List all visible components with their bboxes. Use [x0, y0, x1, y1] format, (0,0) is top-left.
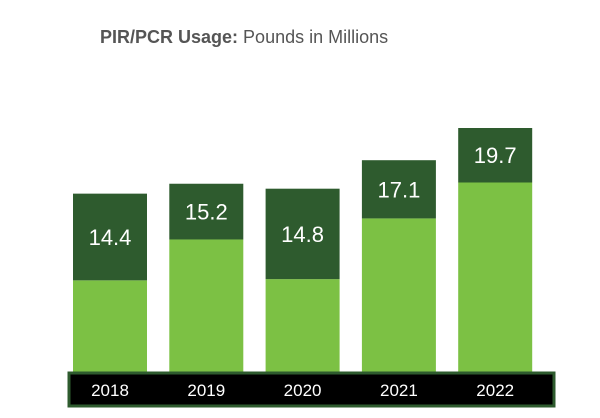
x-tick-label: 2018	[91, 381, 129, 400]
bar-segment-dark	[458, 128, 533, 183]
bar-segment-light	[265, 279, 340, 372]
bar-total-label: 14.4	[89, 225, 132, 250]
bar-segment-light	[458, 182, 533, 372]
bar-total-label: 17.1	[377, 177, 420, 202]
bar-segment-light	[73, 280, 147, 372]
x-tick-label: 2019	[187, 381, 225, 400]
x-axis-band	[67, 371, 556, 408]
bar-total-label: 14.8	[281, 222, 324, 247]
bar-total-label: 19.7	[474, 143, 517, 168]
bar-segment-light	[169, 239, 244, 372]
chart-title-rest: Pounds in Millions	[238, 27, 389, 47]
chart-title-bold: PIR/PCR Usage:	[100, 27, 239, 47]
bar-segment-dark	[265, 188, 340, 280]
bar-segment-dark	[361, 160, 436, 219]
bar-segment-light	[361, 218, 436, 372]
bar-segment-dark	[169, 183, 244, 240]
bar-segment-dark	[73, 193, 147, 281]
x-tick-label: 2020	[284, 381, 322, 400]
x-tick-label: 2021	[380, 381, 418, 400]
bar-total-label: 15.2	[185, 200, 228, 225]
x-tick-label: 2022	[476, 381, 514, 400]
chart-title: PIR/PCR Usage: Pounds in Millions	[100, 27, 388, 48]
